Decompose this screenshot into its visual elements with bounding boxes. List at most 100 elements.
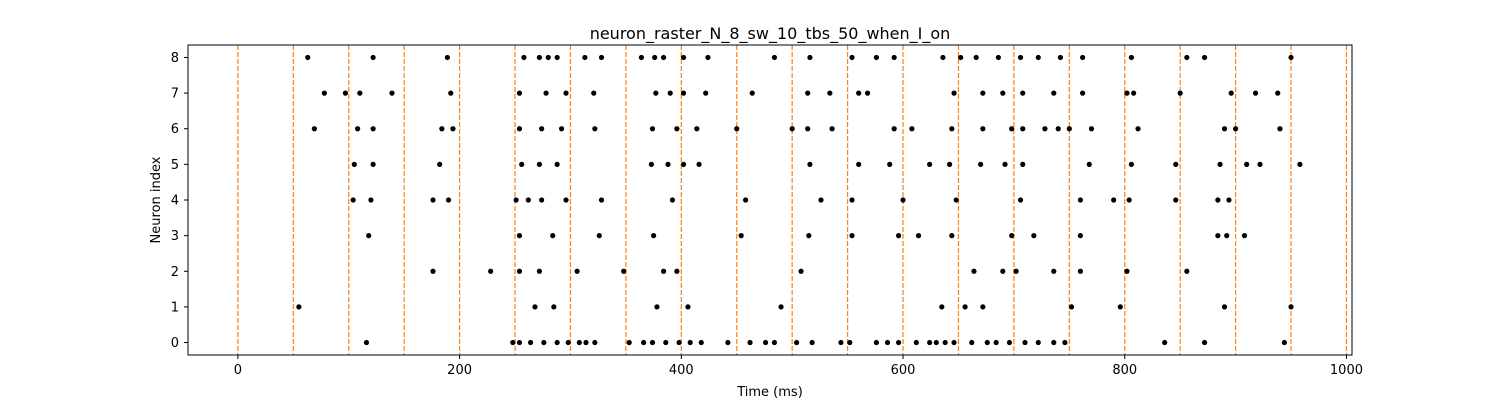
x-tick-label-800: 800	[1112, 363, 1137, 378]
spike-n6-13	[789, 126, 795, 132]
spike-n6-24	[1066, 126, 1072, 132]
spike-n6-0	[311, 126, 317, 132]
spike-n7-21	[1020, 90, 1026, 96]
spike-n6-6	[539, 126, 545, 132]
spike-n6-23	[1055, 126, 1061, 132]
spike-n0-5	[554, 339, 560, 346]
spike-n5-9	[696, 161, 702, 167]
x-tick-label-1000: 1000	[1330, 363, 1363, 378]
y-tick-label-7: 7	[171, 87, 179, 102]
spike-n8-29	[1201, 54, 1208, 61]
spike-n2-14	[1124, 268, 1130, 274]
spike-n0-22	[809, 339, 815, 346]
spike-n6-22	[1042, 126, 1048, 132]
spike-n6-8	[592, 126, 598, 132]
spike-n5-12	[887, 161, 893, 167]
spike-n4-2	[430, 197, 436, 203]
spike-n7-17	[864, 90, 871, 96]
spike-n2-4	[574, 268, 580, 274]
spike-n6-3	[439, 126, 445, 132]
y-tick-label-0: 0	[171, 336, 179, 351]
spike-n0-6	[565, 339, 571, 346]
y-axis-ticks: 0 1 2 3 4 5 6 7 8	[171, 51, 188, 351]
spike-n1-9	[1068, 304, 1075, 310]
spike-n2-7	[674, 268, 680, 274]
spike-n6-14	[805, 126, 811, 132]
spike-n3-12	[1031, 233, 1037, 239]
spike-n6-19	[980, 126, 986, 132]
spike-n0-8	[583, 339, 589, 346]
spike-n2-3	[536, 268, 543, 274]
spike-n0-2	[516, 339, 523, 346]
y-tick-label-3: 3	[171, 229, 179, 244]
x-axis-ticks: 0 200 400 600 800 1000	[234, 355, 1363, 378]
spike-n0-25	[873, 339, 880, 346]
spike-n0-40	[1062, 339, 1068, 346]
spike-n3-0	[366, 233, 372, 239]
spike-n6-25	[1088, 126, 1095, 132]
spike-n8-0	[305, 54, 311, 61]
spike-n1-6	[939, 304, 945, 310]
spike-n5-22	[1244, 161, 1250, 167]
spike-n6-26	[1135, 126, 1141, 132]
spike-n8-28	[1184, 54, 1190, 61]
spike-n0-16	[698, 339, 704, 346]
spike-n0-33	[969, 339, 975, 346]
spike-n4-11	[818, 197, 824, 203]
spike-n0-29	[927, 339, 933, 346]
spike-n4-4	[513, 197, 519, 203]
spike-n1-7	[962, 304, 968, 310]
spike-n0-17	[725, 339, 731, 346]
spike-n8-23	[1017, 54, 1024, 61]
spike-n1-1	[532, 304, 538, 310]
spike-n0-24	[847, 339, 853, 346]
spike-n4-20	[1215, 197, 1221, 203]
time-bin-lines	[237, 45, 1348, 355]
spike-n3-16	[1241, 233, 1248, 239]
spike-n7-6	[543, 90, 549, 96]
spike-n7-24	[1124, 90, 1130, 96]
spike-n7-27	[1228, 90, 1234, 96]
spike-n6-27	[1221, 126, 1228, 132]
spike-n6-28	[1233, 126, 1239, 132]
spike-n7-0	[321, 90, 327, 96]
spike-n0-36	[1006, 339, 1013, 346]
spike-n5-19	[1128, 161, 1134, 167]
spike-n8-27	[1128, 54, 1134, 61]
chart-title: neuron_raster_N_8_sw_10_tbs_50_when_I_on	[590, 24, 951, 44]
spike-n0-26	[884, 339, 891, 346]
spike-n5-0	[351, 161, 357, 167]
spike-n0-39	[1051, 339, 1057, 346]
spike-n4-14	[953, 197, 959, 203]
spike-n4-8	[598, 197, 605, 203]
spike-n5-13	[927, 161, 933, 167]
spike-n3-13	[1077, 233, 1083, 239]
spike-n7-29	[1275, 90, 1281, 96]
spike-n5-7	[665, 161, 671, 167]
spike-n3-2	[550, 233, 556, 239]
spike-n4-10	[743, 197, 749, 203]
spike-n2-15	[1184, 268, 1190, 274]
spike-n7-5	[516, 90, 523, 96]
spike-n4-7	[563, 197, 569, 203]
spike-n4-13	[900, 197, 906, 203]
spike-n7-20	[1000, 90, 1006, 96]
spike-n2-1	[488, 268, 494, 274]
spike-n3-10	[949, 233, 955, 239]
spike-n8-9	[638, 54, 645, 61]
spike-n7-28	[1252, 90, 1259, 96]
spike-n5-21	[1217, 161, 1223, 167]
spike-n8-13	[705, 54, 711, 61]
spike-n0-32	[951, 339, 957, 346]
spike-n8-20	[958, 54, 964, 61]
y-tick-label-8: 8	[171, 51, 179, 66]
spike-n8-3	[521, 54, 527, 61]
spike-n8-22	[995, 54, 1001, 61]
spike-n7-14	[805, 90, 811, 96]
spike-n5-24	[1297, 161, 1303, 167]
spike-n0-34	[984, 339, 990, 346]
spike-n8-6	[554, 54, 560, 61]
spike-n7-13	[749, 90, 755, 96]
spike-n8-17	[873, 54, 880, 61]
spike-n8-4	[536, 54, 543, 61]
